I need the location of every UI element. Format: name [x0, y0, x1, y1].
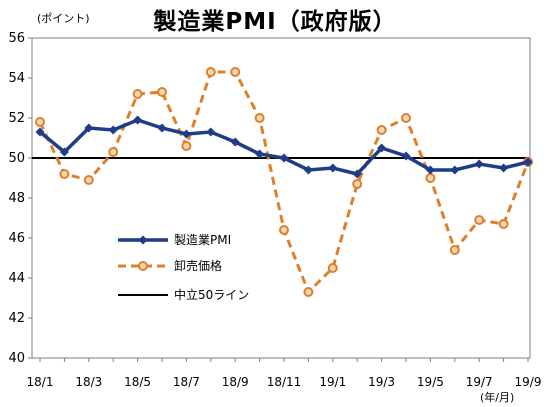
pmi-point [425, 165, 435, 175]
x-tick-label: 19/3 [368, 375, 395, 389]
wholesale-point [303, 287, 314, 297]
plot-frame [31, 37, 531, 359]
wholesale-point [59, 169, 70, 179]
wholesale-point [254, 113, 265, 123]
wholesale-point [35, 117, 45, 127]
wholesale-point [376, 125, 387, 135]
wholesale-point [401, 113, 411, 123]
pmi-point [59, 147, 69, 157]
pmi-point [303, 165, 313, 175]
wholesale-point [327, 263, 338, 273]
x-tick-label: 19/1 [319, 375, 346, 389]
wholesale-point [108, 147, 119, 157]
x-tick-label: 18/9 [222, 375, 249, 389]
pmi-point [35, 127, 45, 137]
pmi-point [377, 143, 387, 153]
y-axis-unit: (ポイント) [37, 12, 90, 25]
legend-wholesale-marker [138, 261, 148, 271]
series-wholesale-line [38, 70, 530, 295]
legend-pmi-label: 製造業PMI [174, 233, 231, 247]
x-tick-label: 18/1 [27, 375, 54, 389]
pmi-point [84, 123, 94, 133]
pmi-point [328, 163, 338, 173]
y-tick-label: 56 [8, 31, 25, 46]
wholesale-point [157, 87, 167, 97]
wholesale-point [425, 173, 436, 183]
pmi-point [108, 125, 118, 135]
wholesale-point [132, 89, 143, 99]
x-tick-label: 18/7 [173, 375, 200, 389]
pmi-point [230, 137, 240, 147]
wholesale-point [83, 175, 94, 185]
x-axis-unit: (年/月) [480, 391, 515, 404]
pmi-point [279, 153, 289, 163]
legend-reference-label: 中立50ライン [174, 287, 249, 302]
y-tick-label: 48 [8, 191, 25, 206]
pmi-point [499, 163, 509, 173]
y-tick-label: 44 [8, 271, 25, 286]
x-tick-label: 19/7 [466, 375, 493, 389]
pmi-point [206, 127, 216, 137]
y-tick-label: 42 [8, 311, 25, 326]
y-tick-label: 54 [8, 71, 25, 86]
legend-wholesale-label: 卸売価格 [174, 258, 222, 273]
y-tick-label: 50 [8, 151, 25, 166]
pmi-point [401, 151, 411, 161]
wholesale-point [498, 219, 509, 229]
legend-pmi-marker [138, 235, 148, 245]
wholesale-point [352, 179, 363, 189]
pmi-point [255, 149, 265, 159]
wholesale-point [279, 225, 289, 235]
x-tick-label: 18/3 [75, 375, 102, 389]
y-tick-label: 46 [8, 231, 25, 246]
x-tick-label: 18/5 [124, 375, 151, 389]
pmi-point [523, 157, 533, 167]
x-tick-label: 19/9 [515, 375, 542, 389]
y-tick-label: 40 [8, 351, 25, 366]
wholesale-point [449, 245, 460, 255]
pmi-point [474, 159, 484, 169]
pmi-point [181, 129, 191, 139]
wholesale-point [230, 67, 241, 77]
wholesale-point [181, 141, 192, 151]
wholesale-point [474, 215, 485, 225]
pmi-point [133, 115, 143, 125]
pmi-point [157, 123, 167, 133]
x-tick-label: 18/11 [267, 375, 302, 389]
x-tick-label: 19/5 [417, 375, 444, 389]
chart-title: 製造業PMI（政府版） [153, 9, 397, 35]
pmi-point [352, 169, 362, 179]
pmi-point [450, 165, 460, 175]
y-tick-label: 52 [8, 111, 25, 126]
wholesale-point [205, 67, 216, 77]
